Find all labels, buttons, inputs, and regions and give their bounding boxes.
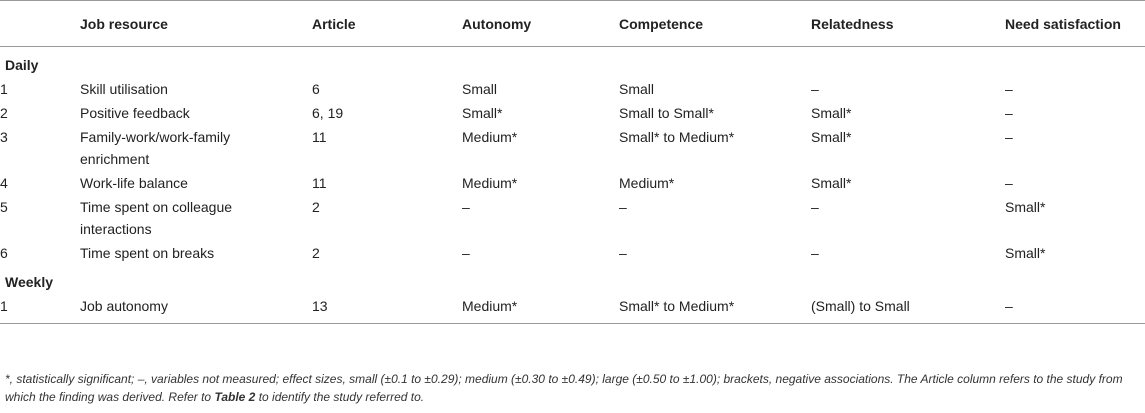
header-num xyxy=(0,0,80,47)
cell-article: 6 xyxy=(312,81,320,97)
table-body: Daily 1 Skill utilisation 6 Small Small … xyxy=(0,47,1145,324)
header-need-satisfaction: Need satisfaction xyxy=(1005,0,1145,47)
row-number: 3 xyxy=(0,129,8,145)
cell-article: 6, 19 xyxy=(312,105,344,121)
cell-need-satisfaction: Small* xyxy=(1005,245,1046,261)
cell-job-resource: Time spent on breaks xyxy=(80,245,215,261)
header-job-resource: Job resource xyxy=(80,0,312,47)
cell-competence: – xyxy=(619,245,627,261)
cell-need-satisfaction: – xyxy=(1005,105,1013,121)
cell-need-satisfaction: Small* xyxy=(1005,199,1046,215)
row-number: 1 xyxy=(0,81,8,97)
row-number: 6 xyxy=(0,245,8,261)
cell-autonomy: Small* xyxy=(462,105,503,121)
row-number: 4 xyxy=(0,175,8,191)
footnote-text: *, statistically significant; –, variabl… xyxy=(5,372,1123,404)
cell-autonomy: Small xyxy=(462,81,498,97)
cell-job-resource: Family-work/work-family enrichment xyxy=(80,129,231,167)
section-row-daily: Daily xyxy=(0,47,1145,77)
table-row: 2 Positive feedback 6, 19 Small* Small t… xyxy=(0,100,1145,124)
cell-autonomy: Medium* xyxy=(462,175,518,191)
cell-job-resource: Positive feedback xyxy=(80,105,190,121)
cell-article: 13 xyxy=(312,293,462,324)
cell-relatedness: Small* xyxy=(811,129,852,145)
header-competence: Competence xyxy=(619,0,811,47)
section-label: Daily xyxy=(5,57,39,73)
footnote-text-end: to identify the study referred to. xyxy=(255,390,425,404)
cell-job-resource: Skill utilisation xyxy=(80,81,168,97)
table-row: 1 Skill utilisation 6 Small Small – – xyxy=(0,76,1145,100)
cell-need-satisfaction: – xyxy=(1005,81,1013,97)
header-relatedness: Relatedness xyxy=(811,0,1005,47)
cell-need-satisfaction: – xyxy=(1005,293,1145,324)
table-row: 3 Family-work/work-family enrichment 11 … xyxy=(0,124,1145,170)
cell-competence: Small* to Medium* xyxy=(619,129,735,145)
row-number: 2 xyxy=(0,105,8,121)
cell-article: 2 xyxy=(312,199,320,215)
cell-relatedness: – xyxy=(811,81,819,97)
cell-autonomy: – xyxy=(462,245,470,261)
header-row: Job resource Article Autonomy Competence… xyxy=(0,0,1145,47)
cell-autonomy: Medium* xyxy=(462,293,619,324)
cell-need-satisfaction: – xyxy=(1005,175,1013,191)
section-row-weekly: Weekly xyxy=(0,264,1145,293)
table-row: 5 Time spent on colleague interactions 2… xyxy=(0,194,1145,240)
footnote-table-reference[interactable]: Table 2 xyxy=(214,390,256,404)
cell-relatedness: Small* xyxy=(811,175,852,191)
cell-relatedness: (Small) to Small xyxy=(811,293,1005,324)
row-number: 5 xyxy=(0,199,8,215)
cell-article: 11 xyxy=(312,175,327,191)
cell-competence: Small* to Medium* xyxy=(619,293,811,324)
cell-article: 2 xyxy=(312,245,320,261)
header-article: Article xyxy=(312,0,462,47)
table-row: 6 Time spent on breaks 2 – – – Small* xyxy=(0,240,1145,264)
job-resources-table: Job resource Article Autonomy Competence… xyxy=(0,0,1145,324)
cell-competence: Medium* xyxy=(619,175,675,191)
cell-job-resource: Job autonomy xyxy=(80,293,312,324)
cell-autonomy: Medium* xyxy=(462,129,518,145)
cell-competence: – xyxy=(619,199,627,215)
cell-relatedness: – xyxy=(811,245,819,261)
section-label: Weekly xyxy=(5,274,53,290)
header-autonomy: Autonomy xyxy=(462,0,619,47)
cell-autonomy: – xyxy=(462,199,470,215)
table-row: 1 Job autonomy 13 Medium* Small* to Medi… xyxy=(0,293,1145,324)
cell-job-resource: Work-life balance xyxy=(80,175,188,191)
cell-relatedness: – xyxy=(811,199,819,215)
cell-job-resource: Time spent on colleague interactions xyxy=(80,199,233,237)
cell-article: 11 xyxy=(312,129,327,145)
cell-relatedness: Small* xyxy=(811,105,852,121)
row-number: 1 xyxy=(0,293,80,324)
cell-competence: Small xyxy=(619,81,655,97)
table-row: 4 Work-life balance 11 Medium* Medium* S… xyxy=(0,170,1145,194)
table-footnote: *, statistically significant; –, variabl… xyxy=(5,370,1135,406)
cell-need-satisfaction: – xyxy=(1005,129,1013,145)
cell-competence: Small to Small* xyxy=(619,105,714,121)
